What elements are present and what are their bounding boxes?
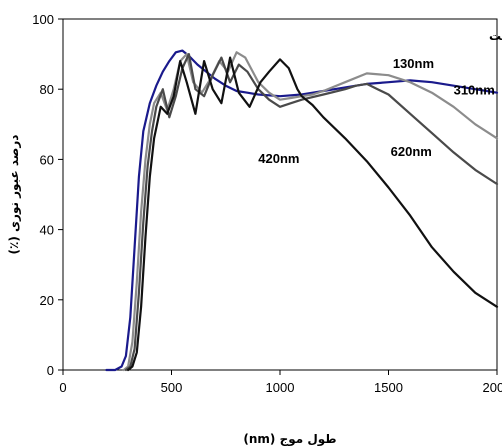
y-tick-label: 60 xyxy=(40,152,54,167)
series-label-310nm: 310nm xyxy=(454,82,495,97)
y-tick-label: 40 xyxy=(40,223,54,238)
series-line-620nm xyxy=(124,52,499,372)
y-tick-label: 0 xyxy=(47,363,54,378)
series-line-310nm xyxy=(122,51,499,372)
series-lines xyxy=(105,49,499,372)
y-tick-label: 80 xyxy=(40,82,54,97)
plot-frame xyxy=(62,18,498,371)
y-tick-label: 100 xyxy=(32,12,54,27)
plot-area-border xyxy=(62,18,498,371)
x-tick-label: 0 xyxy=(59,380,66,395)
x-tick-label: 1500 xyxy=(374,380,403,395)
x-tick-label: 1000 xyxy=(266,380,295,395)
x-tick-label: 500 xyxy=(161,380,183,395)
series-label-420nm: 420nm xyxy=(258,151,299,166)
x-tick-label: 2000 xyxy=(483,380,502,395)
series-line-420nm xyxy=(127,56,499,372)
series-labels: 130nm 310nm 620nm 420nm xyxy=(258,56,495,166)
x-axis-title: طول موج (nm) xyxy=(243,432,336,447)
series-label-130nm: 130nm xyxy=(393,56,434,71)
y-tick-label: 20 xyxy=(40,293,54,308)
series-label-620nm: 620nm xyxy=(391,144,432,159)
axis-ticks: 0204060801000500100015002000 xyxy=(32,12,502,395)
y-axis-title: درصد عبور نوری (٪) xyxy=(7,135,22,255)
chart-title: قبل از انجام باز پخت xyxy=(489,29,502,44)
